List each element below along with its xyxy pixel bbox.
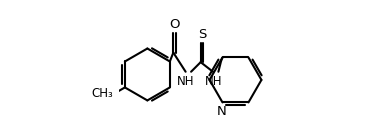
Text: O: O (169, 18, 180, 31)
Text: CH₃: CH₃ (91, 87, 113, 100)
Text: NH: NH (205, 75, 222, 88)
Text: NH: NH (177, 75, 195, 88)
Text: S: S (198, 28, 206, 41)
Text: N: N (216, 105, 226, 118)
